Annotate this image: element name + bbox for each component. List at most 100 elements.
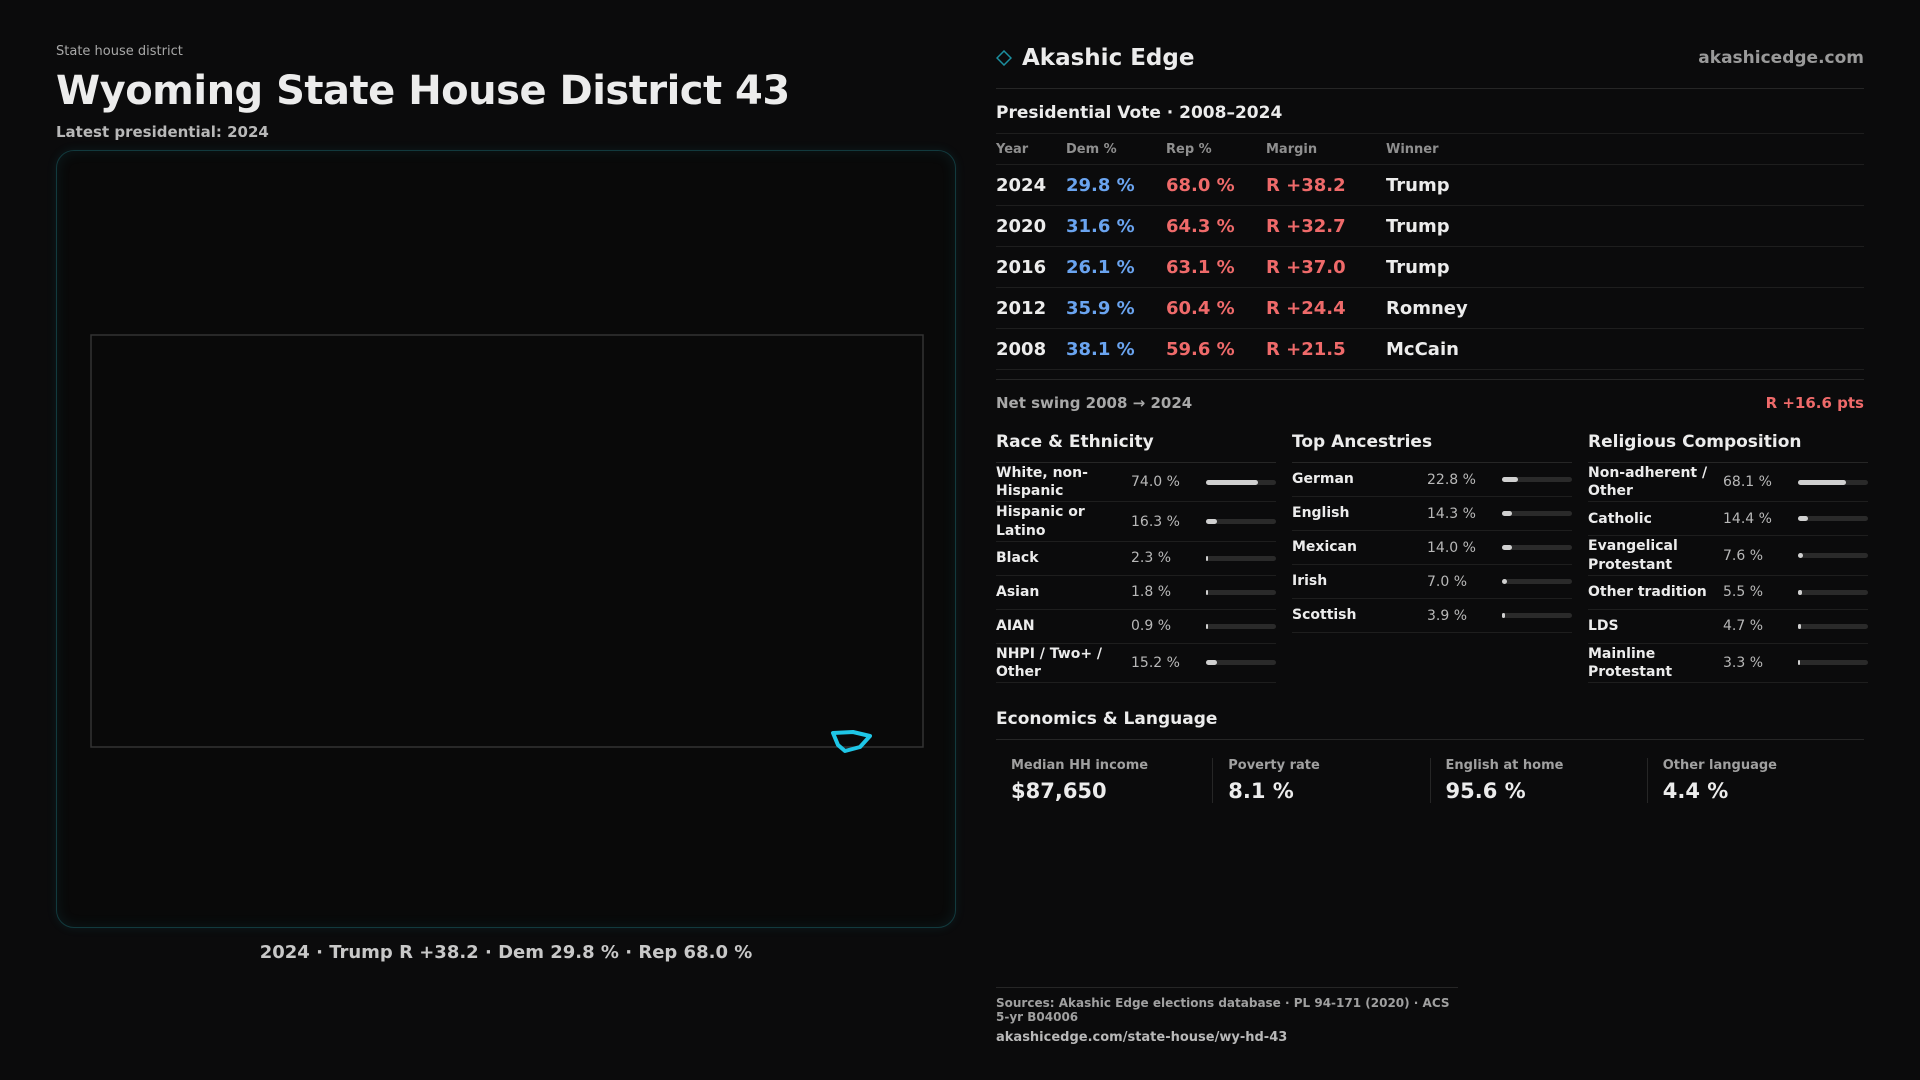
stat-value: 14.0 % [1427, 539, 1476, 556]
list-item: Mexican 14.0 % [1292, 531, 1572, 565]
stat-bar-fill [1798, 623, 1802, 629]
detail-panel: Akashic Edge akashicedge.com Presidentia… [996, 40, 1868, 804]
year: 2008 [996, 328, 1066, 370]
stat-value: 7.0 % [1427, 573, 1468, 590]
stat-label: Other tradition [1588, 584, 1707, 601]
district-shape[interactable] [831, 730, 872, 753]
stat-bar-fill [1798, 589, 1802, 595]
econ-label: English at home [1445, 758, 1564, 774]
stat-value: 22.8 % [1427, 471, 1476, 488]
stat-value: 2.3 % [1131, 550, 1172, 567]
stat-label: Asian [996, 584, 1040, 601]
stat-bar-fill [1502, 477, 1518, 482]
stat-value: 4.7 % [1723, 618, 1764, 635]
stat-label: Black [996, 550, 1039, 567]
stat-label: Non-adherent / Other [1588, 465, 1708, 500]
year: 2020 [996, 205, 1066, 247]
margin: R +32.7 [1266, 205, 1386, 247]
stat-value: 3.9 % [1427, 607, 1468, 624]
stat-value: 74.0 % [1131, 474, 1180, 491]
stat-value: 0.9 % [1131, 618, 1172, 635]
stat-bar [1502, 477, 1572, 482]
econ-value: 8.1 % [1228, 779, 1294, 804]
stat-label: LDS [1588, 618, 1619, 635]
header: State house district Wyoming State House… [56, 40, 956, 141]
stat-bar-fill [1206, 589, 1209, 595]
col-rep: Rep % [1166, 133, 1266, 165]
table-row: 2024 29.8 % 68.0 % R +38.2 Trump [996, 164, 1864, 206]
stat-bar-fill [1798, 553, 1804, 559]
econ-label: Median HH income [1011, 758, 1149, 774]
stat-bar-fill [1502, 511, 1512, 516]
stat-bar-fill [1502, 613, 1505, 618]
econ-english: English at home 95.6 % [1429, 758, 1647, 804]
col-margin: Margin [1266, 133, 1386, 165]
margin: R +21.5 [1266, 328, 1386, 370]
district-map [56, 150, 956, 928]
race-list: White, non-Hispanic 74.0 % Hispanic or Lat… [996, 463, 1276, 684]
list-item: LDS 4.7 % [1588, 610, 1868, 644]
table-row: 2008 38.1 % 59.6 % R +21.5 McCain [996, 328, 1864, 370]
stat-label: Irish [1292, 573, 1328, 590]
stat-bar [1206, 555, 1276, 561]
vote-table: Year Dem % Rep % Margin Winner 2024 29.8… [996, 133, 1864, 370]
col-winner: Winner [1386, 133, 1864, 165]
source-url[interactable]: akashicedge.com/state-house/wy-hd-43 [996, 1030, 1288, 1045]
vote-title: Presidential Vote · 2008–2024 [996, 103, 1283, 123]
stat-label: Hispanic or Latino [996, 504, 1085, 539]
econ-title: Economics & Language [996, 709, 1864, 741]
stat-value: 14.4 % [1723, 510, 1772, 527]
list-item: Black 2.3 % [996, 542, 1276, 576]
table-row: 2012 35.9 % 60.4 % R +24.4 Romney [996, 287, 1864, 329]
stat-bar-fill [1798, 479, 1846, 485]
stat-bar [1798, 660, 1868, 666]
list-item: Evangelical Protestant 7.6 % [1588, 536, 1868, 576]
stat-label: Mainline Protestant [1588, 645, 1673, 680]
stat-bar-fill [1206, 519, 1218, 525]
brand-name: Akashic Edge [1022, 45, 1195, 71]
stat-bar-fill [1798, 660, 1801, 666]
eyebrow: State house district [56, 44, 183, 59]
econ-poverty: Poverty rate 8.1 % [1212, 758, 1429, 804]
ancestry-title: Top Ancestries [1292, 432, 1572, 463]
list-item: Asian 1.8 % [996, 576, 1276, 610]
sources-line: Sources: Akashic Edge elections database… [996, 996, 1450, 1024]
religion-title: Religious Composition [1588, 432, 1868, 463]
margin: R +37.0 [1266, 246, 1386, 288]
winner: Trump [1386, 246, 1864, 288]
divider [996, 88, 1864, 89]
dem-pct: 38.1 % [1066, 328, 1166, 370]
stat-bar [1798, 589, 1868, 595]
rep-pct: 60.4 % [1166, 287, 1266, 329]
stat-label: English [1292, 505, 1350, 522]
rep-pct: 64.3 % [1166, 205, 1266, 247]
stat-bar-fill [1502, 545, 1512, 550]
diamond-outline-icon [996, 50, 1012, 66]
net-swing: Net swing 2008 → 2024 R +16.6 pts [996, 379, 1864, 412]
stat-value: 15.2 % [1131, 654, 1180, 671]
swing-label: Net swing 2008 → 2024 [996, 394, 1193, 412]
year: 2024 [996, 164, 1066, 206]
list-item: Other tradition 5.5 % [1588, 576, 1868, 610]
list-item: White, non-Hispanic 74.0 % [996, 463, 1276, 503]
stat-bar [1502, 545, 1572, 550]
demographics: Race & Ethnicity White, non-Hispanic 74.0… [996, 432, 1868, 684]
col-year: Year [996, 133, 1066, 165]
winner: Trump [1386, 205, 1864, 247]
ancestry-list: German 22.8 % English 14.3 % Mexican 14.0 % Ir… [1292, 463, 1572, 633]
rep-pct: 63.1 % [1166, 246, 1266, 288]
margin: R +24.4 [1266, 287, 1386, 329]
stat-bar [1206, 589, 1276, 595]
state-outline [90, 334, 924, 748]
list-item: Hispanic or Latino 16.3 % [996, 502, 1276, 542]
brand-url[interactable]: akashicedge.com [1698, 48, 1864, 68]
stat-bar-fill [1206, 555, 1209, 561]
sources: Sources: Akashic Edge elections database… [996, 987, 1458, 1045]
econ-value: 95.6 % [1445, 779, 1526, 804]
stat-label: German [1292, 471, 1354, 488]
winner: McCain [1386, 328, 1864, 370]
econ-label: Other language [1662, 758, 1777, 774]
stat-bar [1206, 519, 1276, 525]
map-caption: 2024 · Trump R +38.2 · Dem 29.8 % · Rep … [259, 942, 753, 963]
stat-bar [1502, 613, 1572, 618]
